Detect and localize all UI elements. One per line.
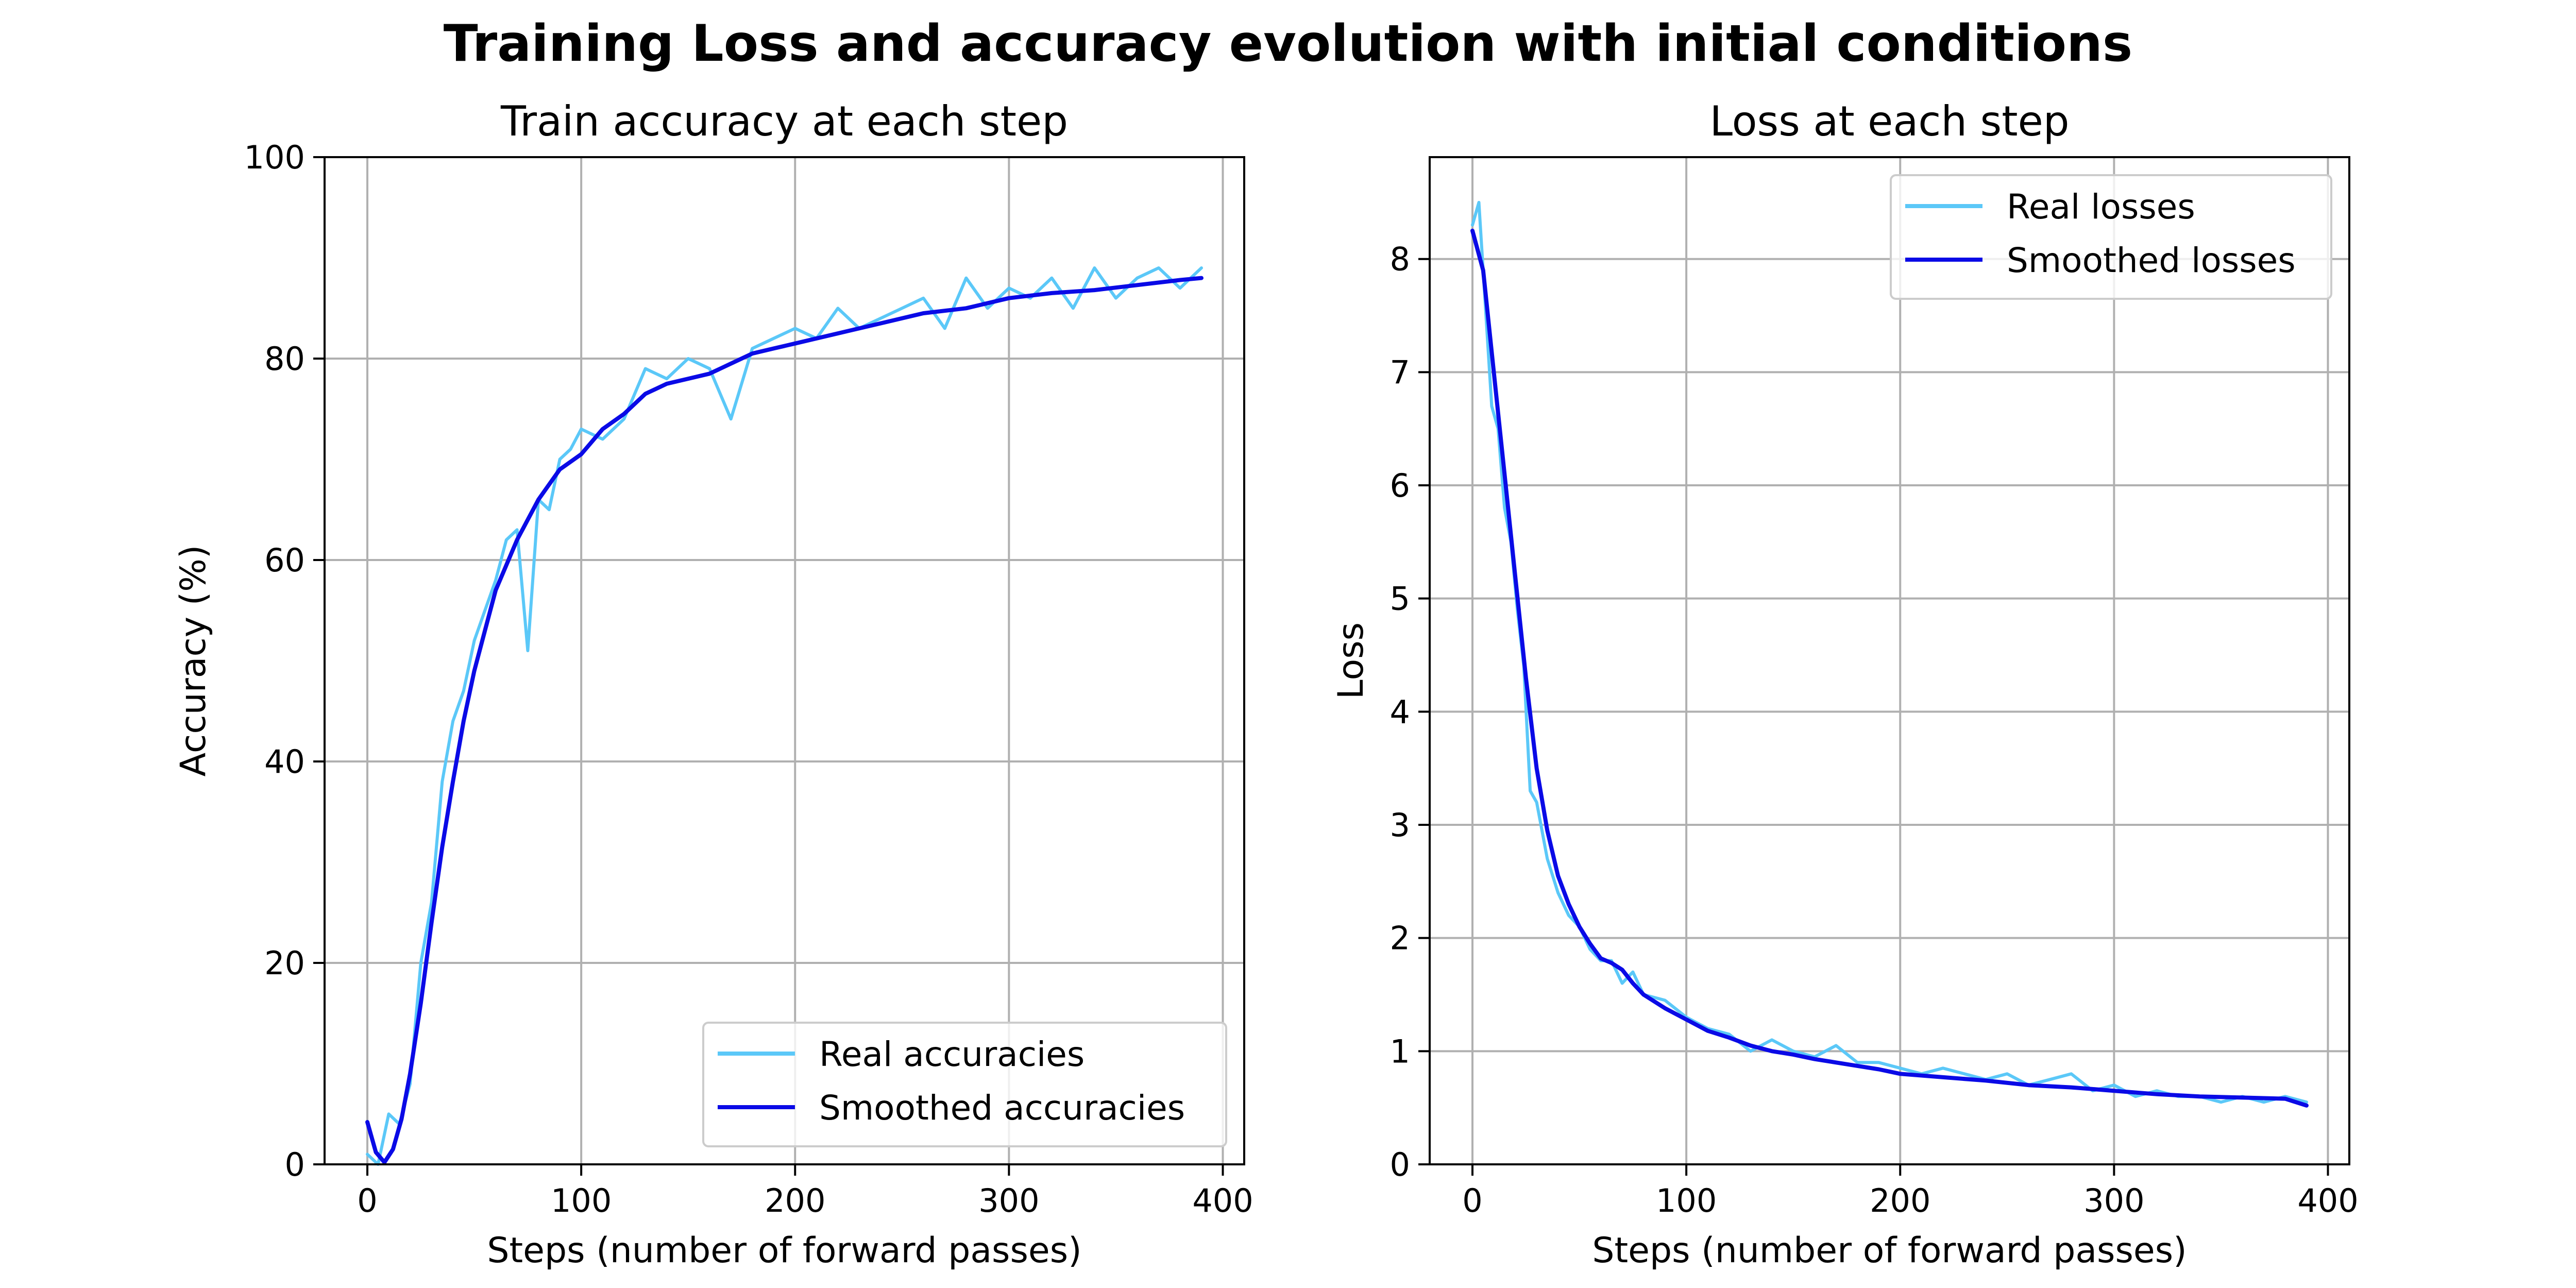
accuracy-y-tick-label: 20 [264,944,305,982]
legend-label-real-accuracies: Real accuracies [819,1035,1084,1074]
accuracy-x-axis-label: Steps (number of forward passes) [487,1230,1081,1271]
loss-x-tick-label: 400 [2297,1182,2358,1219]
accuracy-y-tick-label: 60 [264,541,305,579]
legend-label-smoothed-losses: Smoothed losses [2007,241,2296,280]
legend-label-real-losses: Real losses [2007,187,2195,227]
loss-plot-area [1430,157,2349,1164]
loss-x-tick-label: 300 [2083,1182,2144,1219]
loss-chart-title: Loss at each step [1709,97,2069,145]
accuracy-y-tick-label: 40 [264,743,305,781]
accuracy-x-tick-label: 300 [978,1182,1039,1219]
loss-x-axis-label: Steps (number of forward passes) [1592,1230,2187,1271]
legend-label-smoothed-accuracies: Smoothed accuracies [819,1088,1185,1128]
loss-y-axis-label: Loss [1331,622,1371,699]
loss-x-tick-label: 100 [1656,1182,1717,1219]
accuracy-plot-area [325,157,1244,1164]
loss-y-tick-label: 4 [1390,693,1410,731]
accuracy-chart: 0 100 200 300 400 0 20 40 60 80 100 Train accuracy… [173,97,1253,1271]
accuracy-x-tick-label: 100 [551,1182,612,1219]
accuracy-axes-frame [324,156,1245,1165]
figure-title: Training Loss and accuracy evolution wit… [444,14,2132,73]
accuracy-y-tick-label: 80 [264,340,305,378]
loss-y-tick-label: 5 [1390,580,1410,618]
loss-y-tick-label: 3 [1390,806,1410,844]
loss-y-tick-label: 8 [1390,241,1410,278]
accuracy-x-tick-label: 0 [357,1182,377,1219]
loss-y-tick-label: 6 [1390,467,1410,504]
loss-y-tick-label: 0 [1390,1146,1410,1183]
loss-series [1470,200,2309,1108]
accuracy-axes: 0 100 200 300 400 0 20 40 60 80 100 [244,139,1253,1219]
loss-legend: Real losses Smoothed losses [1890,174,2332,300]
accuracy-x-tick-label: 400 [1192,1182,1253,1219]
smoothed-losses-line [1470,228,2309,1108]
smoothed-accuracies-line [365,276,1204,1165]
loss-y-tick-label: 7 [1390,353,1410,391]
loss-y-tick-label: 2 [1390,920,1410,957]
loss-grid [1430,157,2349,1165]
accuracy-series [365,266,1204,1166]
loss-x-tick-label: 200 [1870,1182,1930,1219]
loss-y-tick-label: 1 [1390,1032,1410,1070]
loss-x-tick-label: 0 [1462,1182,1482,1219]
loss-axes-frame [1429,156,2350,1165]
accuracy-legend: Real accuracies Smoothed accuracies [702,1022,1227,1147]
accuracy-y-tick-label: 100 [244,139,305,176]
accuracy-chart-title: Train accuracy at each step [500,97,1068,145]
accuracy-x-tick-label: 200 [765,1182,825,1219]
accuracy-legend-box [702,1022,1227,1147]
accuracy-y-axis-label: Accuracy (%) [173,545,214,777]
loss-axes: 0 100 200 300 400 0 1 2 3 4 5 6 7 8 [1390,156,2359,1219]
accuracy-y-tick-label: 0 [285,1146,305,1183]
loss-legend-box [1890,174,2332,300]
loss-chart: 0 100 200 300 400 0 1 2 3 4 5 6 7 8 Loss at each step… [1331,97,2359,1271]
